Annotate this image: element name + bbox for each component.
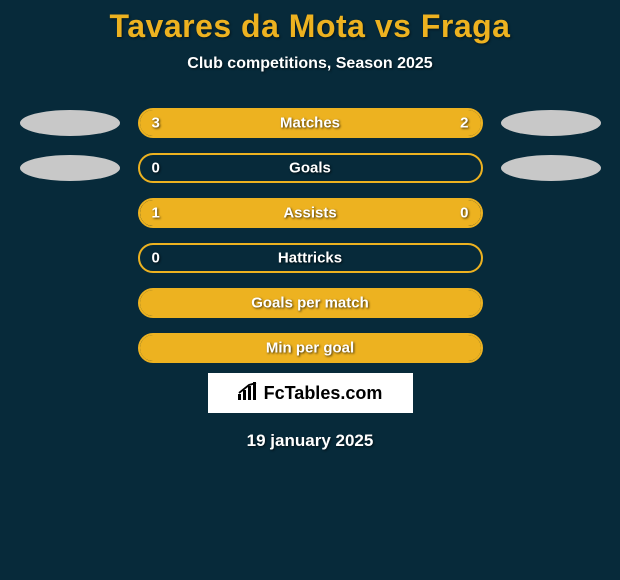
player-right-ellipse (501, 110, 601, 136)
player-left-ellipse (20, 110, 120, 136)
stat-row: Min per goal (0, 333, 620, 363)
logo-text: FcTables.com (264, 383, 383, 404)
stat-label: Matches (280, 115, 340, 132)
stat-bar: 3 Matches 2 (138, 108, 483, 138)
logo-icon (238, 382, 260, 405)
stat-label: Goals per match (251, 295, 369, 312)
stat-value-right: 2 (460, 115, 468, 132)
page-title: Tavares da Mota vs Fraga (0, 8, 620, 45)
footer-date: 19 january 2025 (0, 431, 620, 451)
stat-value-left: 0 (152, 160, 160, 177)
player-left-ellipse (20, 155, 120, 181)
stat-label: Min per goal (266, 340, 354, 357)
stat-value-right: 0 (460, 205, 468, 222)
stat-row: 0 Hattricks (0, 243, 620, 273)
stat-bar: 0 Goals (138, 153, 483, 183)
logo-box: FcTables.com (208, 373, 413, 413)
stat-row: Goals per match (0, 288, 620, 318)
bar-fill-right (402, 200, 480, 226)
stat-value-left: 3 (152, 115, 160, 132)
stat-bar: 0 Hattricks (138, 243, 483, 273)
stat-bar: Goals per match (138, 288, 483, 318)
player-right-ellipse (501, 155, 601, 181)
stat-label: Hattricks (278, 250, 342, 267)
stat-bar: Min per goal (138, 333, 483, 363)
stat-label: Goals (289, 160, 331, 177)
stat-row: 3 Matches 2 (0, 108, 620, 138)
stat-value-left: 1 (152, 205, 160, 222)
stat-label: Assists (283, 205, 336, 222)
stat-row: 0 Goals (0, 153, 620, 183)
subtitle: Club competitions, Season 2025 (0, 55, 620, 73)
infographic-container: Tavares da Mota vs Fraga Club competitio… (0, 0, 620, 451)
stat-value-left: 0 (152, 250, 160, 267)
bar-fill-left (140, 200, 403, 226)
stat-rows: 3 Matches 2 0 Goals 1 Assists 0 0 Hattricks Goals … (0, 108, 620, 363)
stat-row: 1 Assists 0 (0, 198, 620, 228)
stat-bar: 1 Assists 0 (138, 198, 483, 228)
